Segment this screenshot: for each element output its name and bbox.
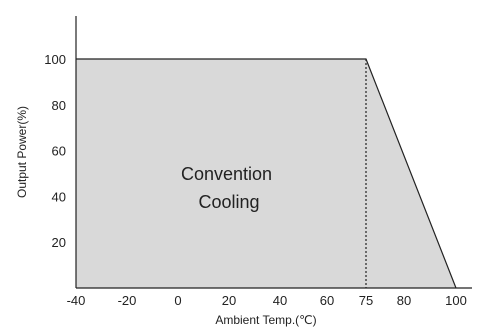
y-axis-label: Output Power(%) [15, 106, 29, 198]
axes [75, 16, 472, 289]
annotation-line-1: Convention [181, 164, 272, 184]
x-tick-label-100: 100 [445, 293, 467, 308]
y-tick-label-20: 20 [52, 235, 66, 250]
x-tick-label--20: -20 [118, 293, 137, 308]
derating-area-fill [76, 59, 456, 288]
x-tick-label-75: 75 [359, 293, 373, 308]
annotation-line-2: Cooling [198, 192, 259, 212]
x-tick-label-40: 40 [273, 293, 287, 308]
x-tick-label--40: -40 [67, 293, 86, 308]
x-tick-label-80: 80 [397, 293, 411, 308]
plot-area [76, 58, 457, 289]
y-tick-label-40: 40 [52, 189, 66, 204]
y-tick-label-100: 100 [44, 52, 66, 67]
convention-cooling-annotation: Convention Cooling [181, 164, 277, 212]
x-tick-label-20: 20 [222, 293, 236, 308]
y-tick-label-80: 80 [52, 98, 66, 113]
y-tick-label-60: 60 [52, 144, 66, 159]
x-axis-label: Ambient Temp.(℃) [215, 313, 316, 327]
x-tick-label-60: 60 [320, 293, 334, 308]
x-tick-label-0: 0 [174, 293, 181, 308]
tick-labels: -40 -20 0 20 40 60 75 80 100 20 40 60 80 100 [44, 52, 467, 308]
